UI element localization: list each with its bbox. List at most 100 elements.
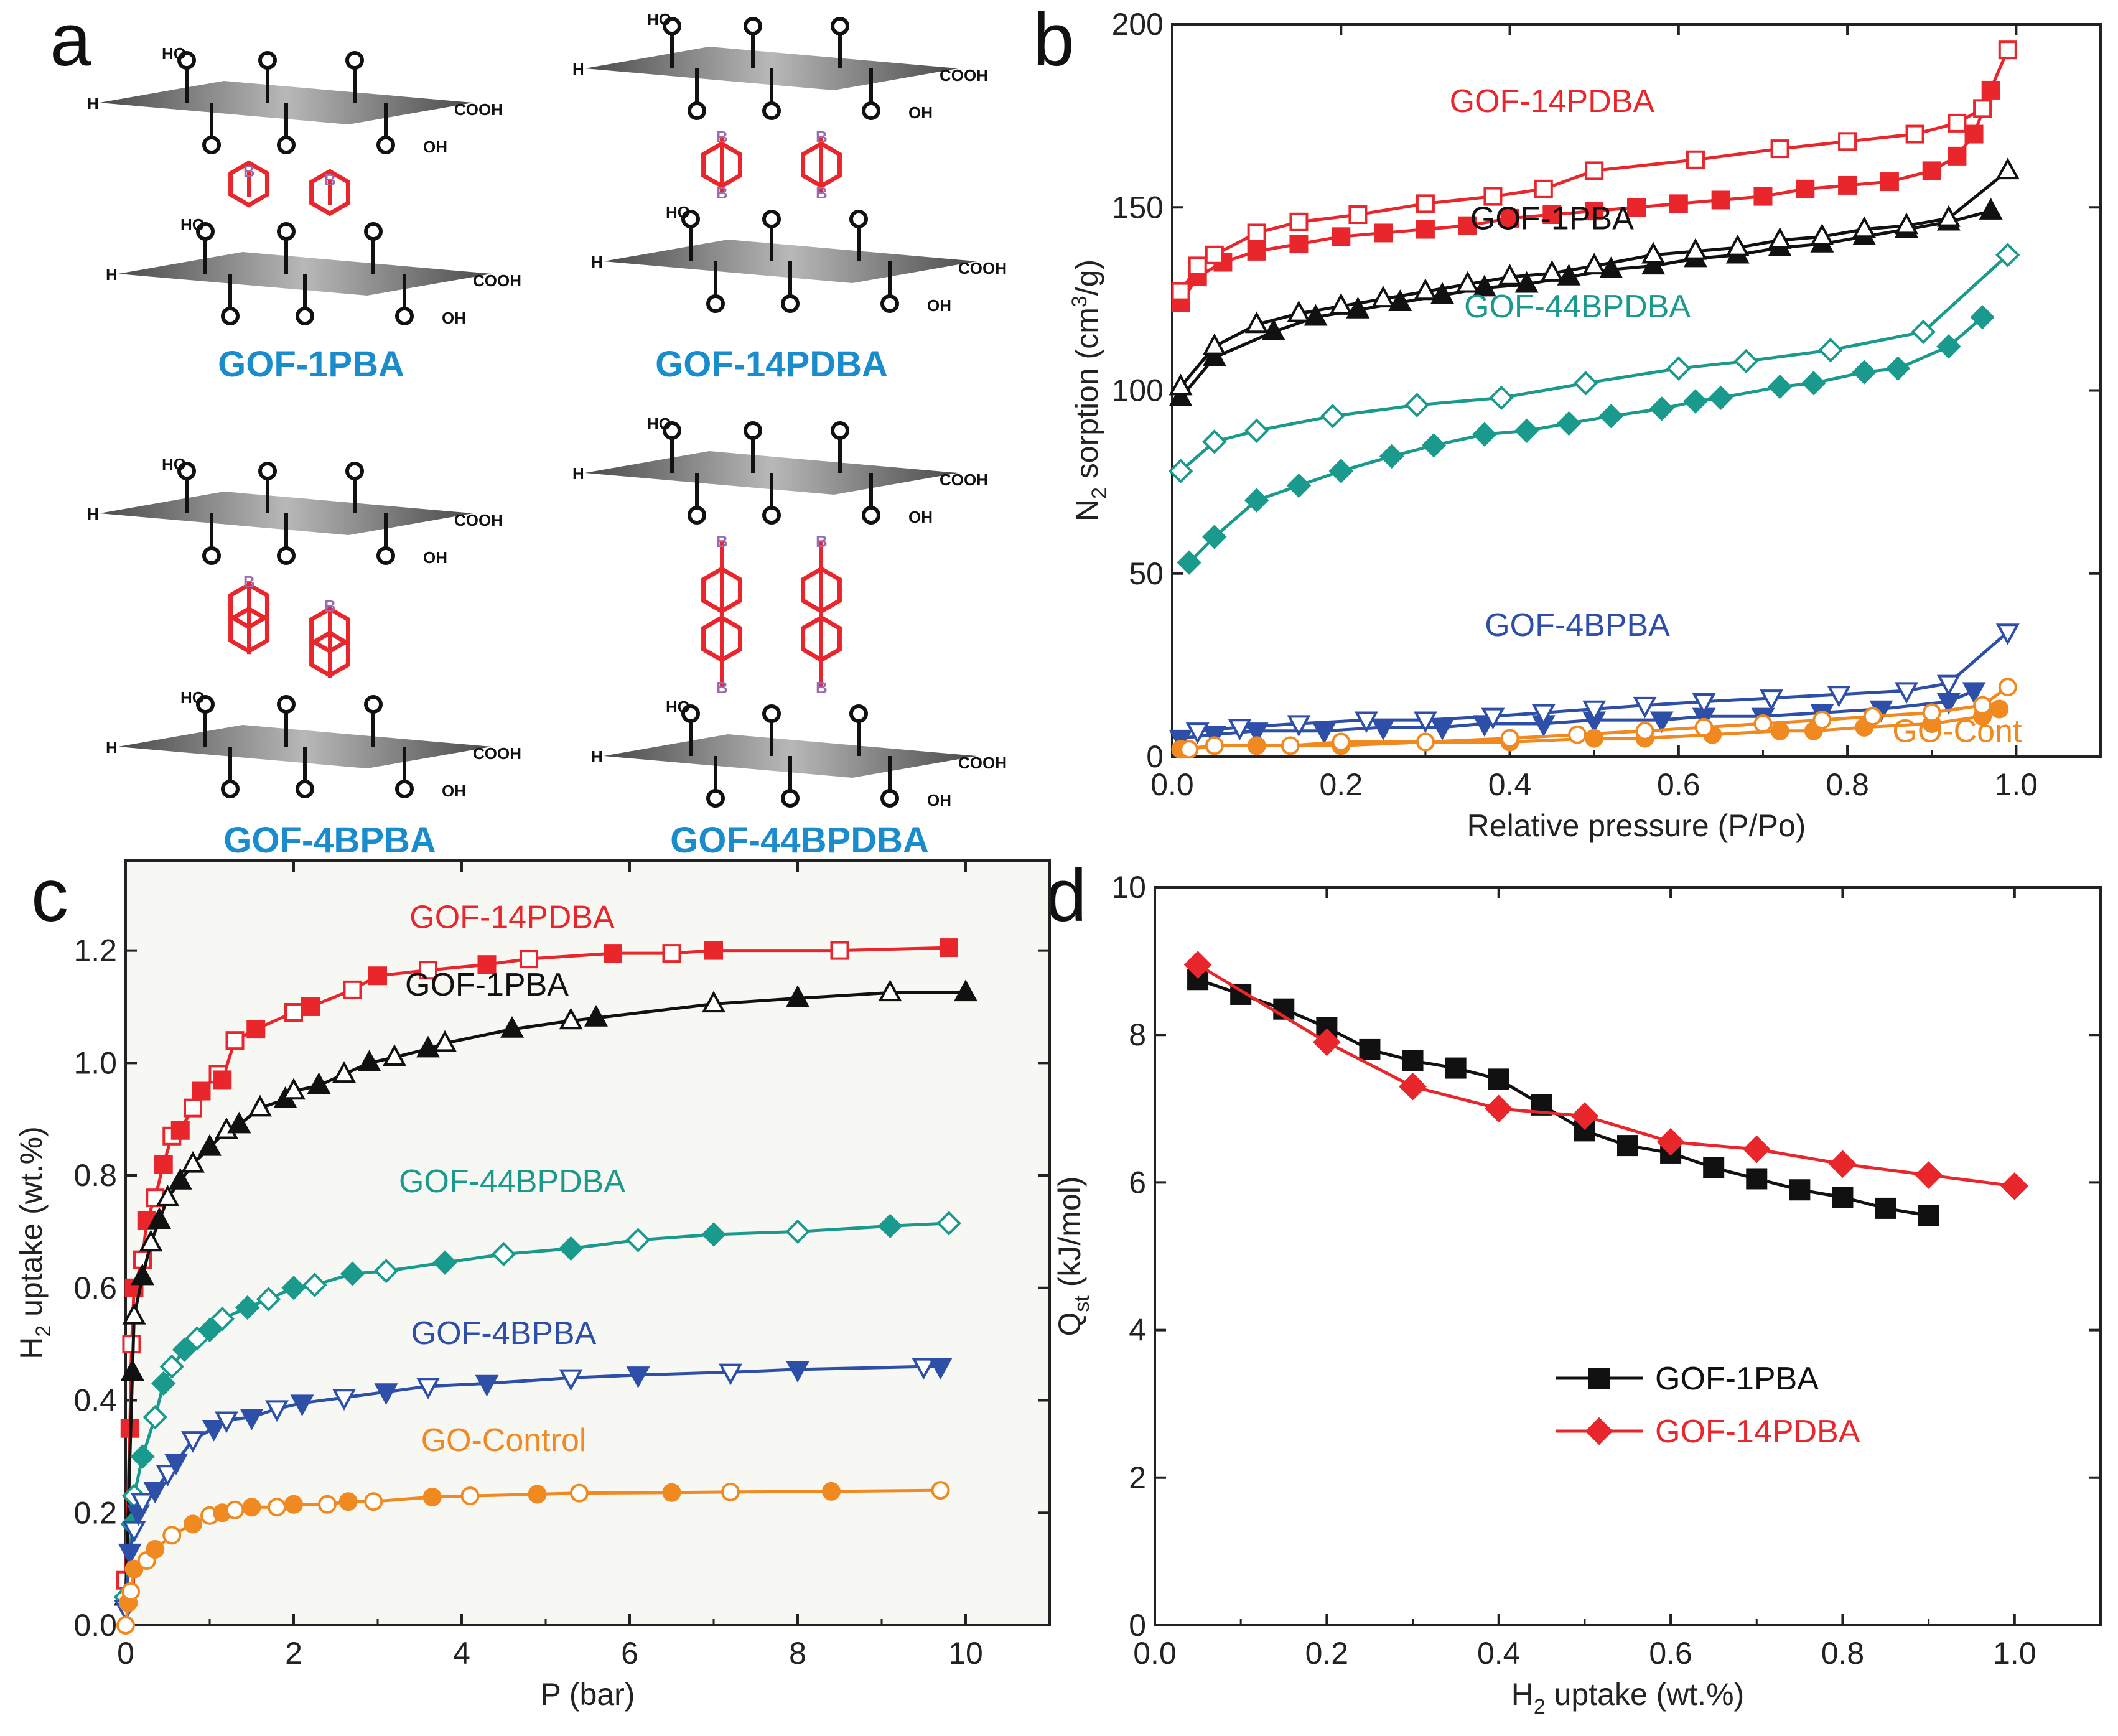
oxygen-atom — [277, 695, 296, 714]
data-point-diamond — [1666, 356, 1691, 381]
series-gof-14pdba: GOF-14PDBA — [1171, 40, 2017, 312]
legend: GOF-1PBA GOF-14PDBA — [1556, 1361, 1860, 1450]
data-point-triangle-up — [1936, 205, 1961, 227]
series-label: GOF-1PBA — [1470, 201, 1634, 237]
hydrogen-label: H — [106, 265, 118, 284]
data-point-square — [1289, 212, 1309, 231]
data-point-circle — [1998, 678, 2017, 697]
hydrogen-label: H — [572, 464, 584, 483]
data-point-circle — [422, 1487, 442, 1506]
data-point-circle — [242, 1498, 261, 1517]
data-point-circle — [1180, 740, 1199, 759]
series-gof-1pba — [1187, 969, 1939, 1226]
data-point-triangle-up — [433, 1030, 457, 1052]
data-point-triangle-down — [1481, 707, 1505, 730]
data-point-square — [1880, 172, 1899, 192]
y-axis-label-sup: 3 — [1068, 296, 1091, 307]
series-go-control: GO-Cont — [1171, 678, 2022, 759]
oxygen-atom — [688, 101, 706, 120]
oxygen-atom — [663, 421, 681, 440]
data-point-triangle-up — [383, 1044, 406, 1066]
data-point-diamond — [1970, 305, 1995, 330]
data-point-triangle-up — [1472, 274, 1496, 297]
phenyl-ring — [228, 606, 269, 654]
data-point-square — [284, 1002, 303, 1022]
series-go-control: GO-Control — [116, 1422, 950, 1635]
data-point-diamond — [1767, 374, 1793, 399]
panel-a-schematics: H HO OH COOH H HO OH COOH B B H HO OH COOH H HO OH COOH B B… — [87, 10, 1007, 810]
structure-label-gof-14pdba: GOF-14PDBA — [655, 344, 888, 385]
oxygen-atom — [277, 136, 296, 154]
hydroxyl-label: HO — [180, 215, 205, 234]
data-point-diamond — [1585, 1417, 1613, 1445]
oxygen-atom — [781, 294, 800, 313]
carboxyl-label: COOH — [940, 66, 988, 85]
data-point-square — [1838, 175, 1857, 195]
structure-label-gof-4bpba: GOF-4BPBA — [223, 820, 436, 861]
data-point-triangle-down — [786, 1361, 809, 1383]
data-point-triangle-down — [1936, 674, 1961, 697]
y-tick-label: 10 — [1111, 870, 1146, 905]
boron-label: B — [716, 184, 728, 202]
data-point-circle — [1635, 721, 1654, 740]
data-point-square — [122, 1335, 141, 1354]
data-point-triangle-up — [1304, 304, 1328, 326]
y-tick-label: 8 — [1129, 1017, 1146, 1052]
boron-label: B — [324, 170, 336, 189]
data-point-square — [704, 941, 723, 960]
oxygen-atom — [762, 101, 781, 120]
data-point-triangle-down — [202, 1420, 226, 1442]
series-label: GOF-14PDBA — [1450, 83, 1655, 119]
oxygen-atom — [364, 222, 383, 241]
y-tick-label: 0 — [1146, 739, 1164, 774]
carboxyl-label: COOH — [454, 100, 503, 119]
data-point-square — [368, 966, 387, 986]
data-point-circle — [570, 1483, 589, 1503]
data-point-triangle-up — [1371, 286, 1396, 308]
oxygen-atom — [849, 210, 868, 228]
hydroxyl-label: HO — [647, 414, 671, 433]
data-point-diamond — [159, 1354, 184, 1379]
data-point-triangle-up — [559, 1007, 583, 1030]
hydroxyl-label: OH — [927, 791, 951, 810]
boron-label: B — [716, 532, 728, 551]
data-point-triangle-up — [1346, 296, 1370, 319]
data-point-diamond — [151, 1371, 176, 1396]
data-point-diamond — [281, 1276, 306, 1300]
data-point-circle — [1247, 736, 1266, 755]
data-point-triangle-up — [1498, 263, 1522, 286]
y-tick-label: 2 — [1129, 1460, 1146, 1495]
data-point-triangle-up — [332, 1061, 356, 1083]
data-point-triangle-down — [143, 1482, 167, 1504]
data-point-triangle-down — [131, 1493, 154, 1515]
phenyl-ring — [701, 566, 742, 614]
data-point-square — [1832, 1187, 1854, 1208]
oxygen-atom — [277, 546, 296, 565]
data-point-triangle-down — [1995, 623, 2020, 645]
y-tick-label: 1.0 — [73, 1045, 117, 1080]
series-line — [1197, 963, 2015, 1188]
data-point-square — [1875, 1197, 1896, 1219]
data-point-square — [1348, 205, 1368, 225]
hydrogen-label: H — [591, 747, 603, 766]
data-point-triangle-down — [1371, 719, 1396, 740]
hydroxyl-label: HO — [666, 203, 690, 222]
x-tick-label: 0.0 — [1133, 1636, 1177, 1671]
x-axis-label: P (bar) — [541, 1677, 635, 1712]
data-point-triangle-up — [954, 979, 977, 1002]
data-point-circle — [931, 1481, 950, 1500]
data-point-diamond — [1244, 488, 1269, 513]
series-gof-1pba: GOF-1PBA — [1169, 157, 2020, 406]
data-point-square — [154, 1154, 173, 1174]
data-point-triangle-up — [248, 1094, 272, 1117]
oxygen-atom — [744, 17, 762, 35]
adsorption-line — [1180, 689, 1975, 740]
x-axis-label: Relative pressure (P/Po) — [1467, 808, 1806, 843]
oxygen-atom — [706, 789, 725, 808]
data-point-triangle-up — [1244, 311, 1269, 334]
hydrogen-label: H — [106, 738, 118, 757]
hydroxyl-label: HO — [180, 688, 205, 707]
hydroxyl-label: OH — [442, 309, 466, 327]
data-point-triangle-down — [240, 1408, 264, 1430]
y-axis-label-part: (kJ/mol) — [1052, 1176, 1087, 1295]
